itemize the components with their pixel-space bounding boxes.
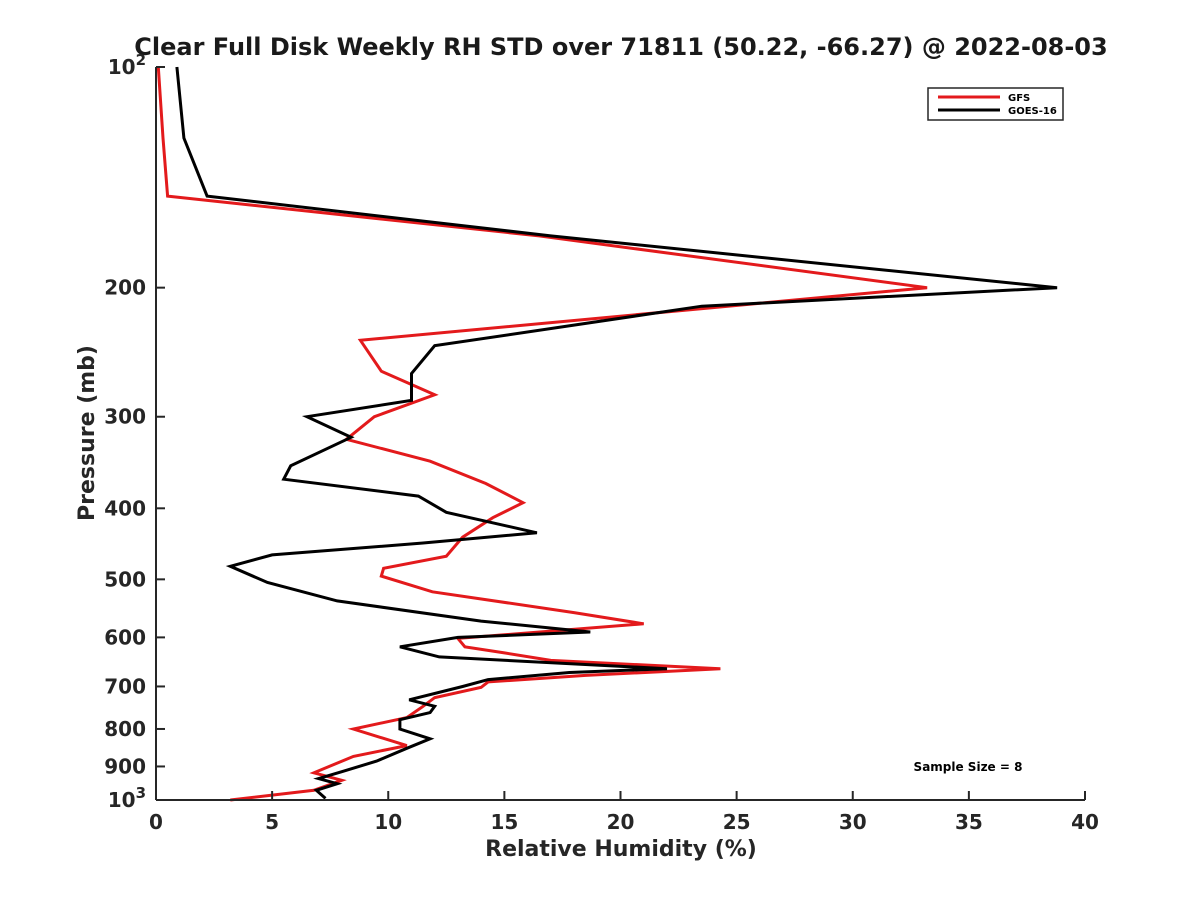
x-tick-label: 30 [839, 810, 867, 834]
x-tick-label: 20 [607, 810, 635, 834]
y-tick-label: 800 [104, 717, 146, 741]
legend-box [927, 87, 1064, 121]
y-tick-label: 500 [104, 567, 146, 591]
y-tick-label: 700 [104, 674, 146, 698]
y-tick-label: 900 [104, 754, 146, 778]
series-line-gfs [156, 66, 928, 802]
y-tick-label: 200 [104, 276, 146, 300]
x-tick-label: 0 [149, 810, 163, 834]
chart-title: Clear Full Disk Weekly RH STD over 71811… [134, 33, 1107, 61]
x-tick-label: 5 [265, 810, 279, 834]
x-tick-label: 15 [490, 810, 518, 834]
y-tick-label: 400 [104, 496, 146, 520]
y-tick-label: 102 [108, 51, 146, 79]
x-axis-label: Relative Humidity (%) [485, 837, 757, 862]
legend-label: GFS [1008, 93, 1030, 104]
y-tick-label: 103 [108, 784, 146, 812]
y-tick-label: 300 [104, 405, 146, 429]
x-tick-label: 10 [374, 810, 402, 834]
x-tick-label: 35 [955, 810, 983, 834]
y-axis-label: Pressure (mb) [75, 345, 100, 521]
x-tick-label: 25 [723, 810, 751, 834]
x-tick-label: 40 [1071, 810, 1099, 834]
sample-size-annotation: Sample Size = 8 [914, 760, 1023, 774]
series-line-goes-16 [175, 66, 1058, 800]
plot-area: 0 5 10 15 20 25 30 35 40 102 200 300 400 500 600 700 800… [104, 51, 1099, 834]
y-tick-label: 600 [104, 625, 146, 649]
legend-label: GOES-16 [1008, 106, 1057, 117]
